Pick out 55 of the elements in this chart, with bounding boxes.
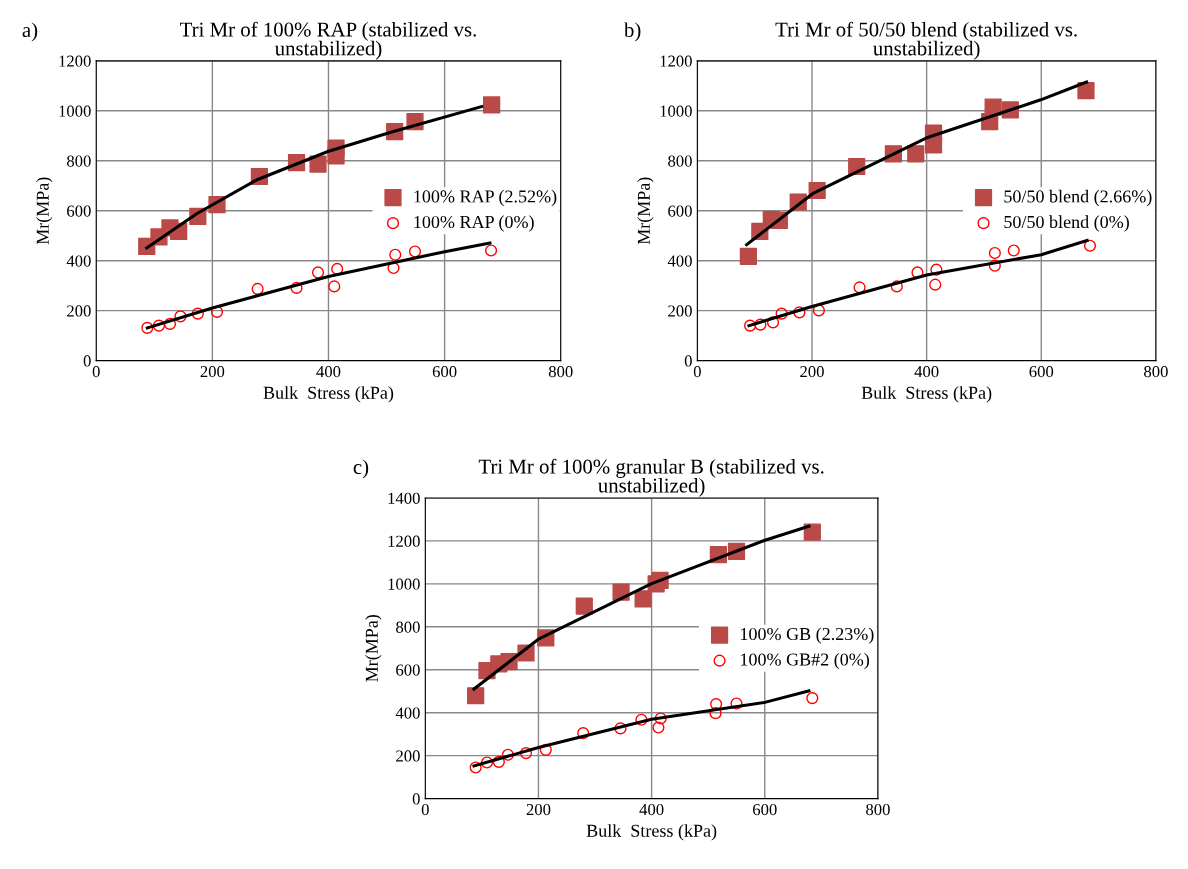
x-axis-title: Bulk Stress (kPa) (861, 386, 992, 403)
y-tick-label: 1000 (59, 105, 91, 117)
y-tick-label: 600 (67, 205, 91, 217)
legend-label: 100% GB (2.23%) (741, 627, 874, 644)
y-tick-label: 0 (684, 355, 692, 367)
x-tick-label: 200 (526, 803, 551, 816)
y-tick-label: 600 (668, 205, 692, 217)
legend-label: 50/50 blend (2.66%) (1004, 189, 1152, 207)
legend-label: 100% RAP (0%) (414, 215, 534, 232)
y-axis-title: Mr(MPa) (365, 614, 382, 682)
chart-title: Tri Mr of 100% granular B (stabilized vs. unstabilized) (478, 458, 824, 497)
x-tick-label: 800 (548, 365, 573, 378)
y-tick-label: 200 (668, 305, 692, 317)
y-tick-label: 800 (668, 155, 692, 167)
legend-label: 50/50 blend (0%) (1004, 215, 1129, 232)
text: a) (22, 22, 38, 42)
y-axis-title: Mr(MPa) (36, 177, 53, 245)
x-axis-title: Bulk Stress (kPa) (263, 386, 394, 403)
x-tick-label: 400 (639, 803, 664, 816)
x-tick-label: 400 (914, 365, 939, 378)
x-tick-label: 0 (421, 803, 429, 816)
x-tick-label: 200 (800, 365, 824, 378)
x-tick-label: 0 (693, 365, 701, 378)
y-tick-label: 600 (396, 664, 420, 676)
y-tick-label: 200 (396, 750, 420, 762)
y-tick-label: 1200 (59, 55, 91, 67)
y-tick-label: 1200 (660, 55, 692, 67)
y-tick-label: 1400 (388, 492, 420, 504)
legend-label: 100% RAP (2.52%) (414, 189, 557, 207)
y-tick-label: 800 (67, 155, 91, 167)
y-tick-label: 1200 (388, 535, 420, 547)
y-tick-label: 1000 (388, 578, 420, 590)
x-tick-label: 600 (752, 803, 777, 816)
y-tick-label: 0 (83, 355, 91, 367)
y-tick-label: 400 (395, 707, 420, 719)
chart-title: Tri Mr of 100% RAP (stabilized vs. unstabilized) (180, 21, 476, 60)
x-tick-label: 600 (432, 365, 457, 378)
y-tick-label: 400 (66, 255, 91, 267)
text: c) (353, 459, 369, 479)
x-tick-label: 400 (316, 365, 341, 378)
y-tick-label: 200 (67, 305, 91, 317)
y-axis-title: Mr(MPa) (637, 177, 654, 245)
x-tick-label: 800 (1144, 365, 1168, 378)
chart-title: Tri Mr of 50/50 blend (stabilized vs. unstabilized) (775, 21, 1077, 60)
text: b) (623, 22, 641, 42)
legend-label: 100% GB#2 (0%) (741, 652, 870, 670)
y-tick-label: 800 (396, 621, 420, 633)
y-tick-label: 1000 (660, 105, 692, 117)
x-tick-label: 0 (92, 365, 100, 378)
y-tick-label: 0 (412, 793, 420, 805)
x-tick-label: 800 (866, 803, 890, 816)
x-axis-title: Bulk Stress (kPa) (586, 824, 717, 841)
y-tick-label: 400 (667, 255, 692, 267)
x-tick-label: 200 (200, 365, 225, 378)
x-tick-label: 600 (1029, 365, 1054, 378)
